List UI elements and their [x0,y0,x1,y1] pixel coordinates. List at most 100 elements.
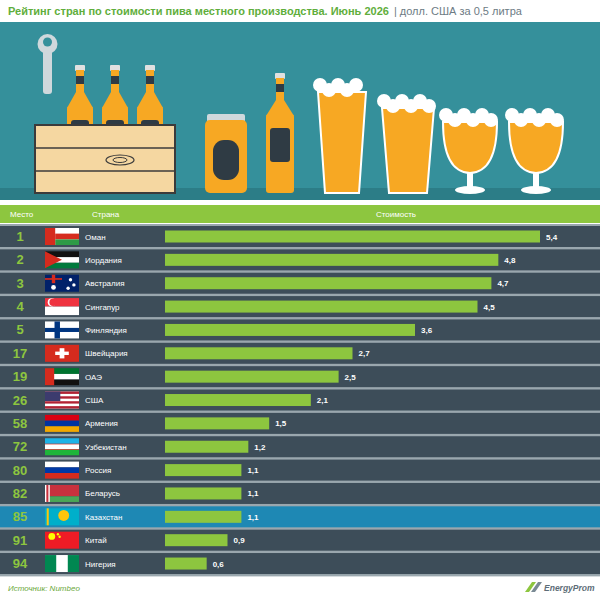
rank: 80 [13,463,27,478]
flag-part [45,485,79,496]
flag-part [45,467,79,473]
value-label: 1,5 [275,419,287,428]
country-label: Швейцария [85,349,128,358]
bars [165,231,540,570]
value-label: 1,1 [247,513,259,522]
flag [45,368,79,385]
bottle-neck-label [111,76,119,84]
flag-part [55,352,69,355]
bottle-shoulder [102,92,128,108]
row-bg [0,366,600,387]
flag-part [49,299,56,306]
row-bg [0,249,600,270]
flag-part [45,421,79,427]
rank: 2 [16,252,23,267]
flag [45,438,79,455]
rank: 1 [16,229,23,244]
bar [165,254,498,266]
flag-part [45,368,54,385]
flag-part [45,449,79,451]
goblet-stem [467,172,473,188]
goblet-stem [533,172,539,188]
row-bg [0,226,600,247]
bottle-shoulder [266,100,294,116]
flag-part [45,508,79,525]
bar [165,324,415,336]
chart-root: Рейтинг стран по стоимости пива местного… [0,0,600,598]
country-label: Сингапур [85,303,120,312]
row-bg [0,413,600,434]
flag-part [66,287,69,290]
row-bg [0,530,600,551]
flag-part [45,228,55,245]
column-header: Стоимость [376,210,416,219]
flag-part [45,228,79,245]
flag-part [45,307,79,316]
bar [165,511,241,523]
goblet-base [455,186,485,194]
bottle-shoulder [67,92,93,108]
row-bg [0,390,600,411]
flag-part [52,275,55,284]
value-label: 4,7 [497,279,509,288]
bar [165,464,241,476]
illustration [0,22,600,200]
title: Рейтинг стран по стоимости пива местного… [8,5,523,17]
value-label: 4,5 [484,303,496,312]
foam [349,78,363,92]
bar [165,558,207,570]
bottle-neck [276,78,284,102]
flag-part [45,426,79,432]
value-label: 2,1 [317,396,329,405]
bar [165,371,339,383]
flag-part [69,278,72,281]
column-header: Страна [92,210,120,219]
title-main: Рейтинг стран по стоимости пива местного… [8,5,389,17]
rank: 3 [16,276,23,291]
value-label: 4,8 [504,256,516,265]
rank: 82 [13,486,27,501]
flag-part [46,485,48,502]
flag-part [45,450,79,456]
flag-part [55,239,79,245]
rank: 72 [13,439,27,454]
flag-part [45,438,79,444]
flag-part [45,473,79,479]
value-label: 2,5 [345,373,357,382]
foam [484,113,498,127]
flag-part [45,321,79,338]
country-label: Армения [85,419,118,428]
glass-tall [318,92,366,193]
row-bg [0,460,600,481]
flag-part [45,392,79,409]
flag [45,555,79,572]
bottle-neck-label [146,76,154,84]
flag [45,485,79,502]
country-label: Узбекистан [85,443,127,452]
crate-line [35,147,175,149]
flag-part [45,406,79,408]
rank: 94 [13,556,28,571]
flag [45,298,79,315]
goblet-base [521,186,551,194]
country-label: Россия [85,466,111,475]
can [205,120,247,193]
flag-part [55,234,79,240]
rank: 17 [13,346,27,361]
rank: 26 [13,393,27,408]
row-bg [0,506,600,527]
bottle-shoulder [137,92,163,108]
bottle-neck [111,70,119,94]
table-bg [0,224,600,576]
value-label: 1,2 [254,443,266,452]
flag-part [45,555,56,572]
flag-part [45,392,60,402]
country-label: Беларусь [85,489,120,498]
flag [45,345,79,362]
country-label: Оман [85,233,106,242]
flag-part [45,462,79,468]
bottle-neck-label [276,84,284,92]
flag-part [45,328,79,332]
flag-part [68,555,79,572]
flag-part [45,555,79,572]
